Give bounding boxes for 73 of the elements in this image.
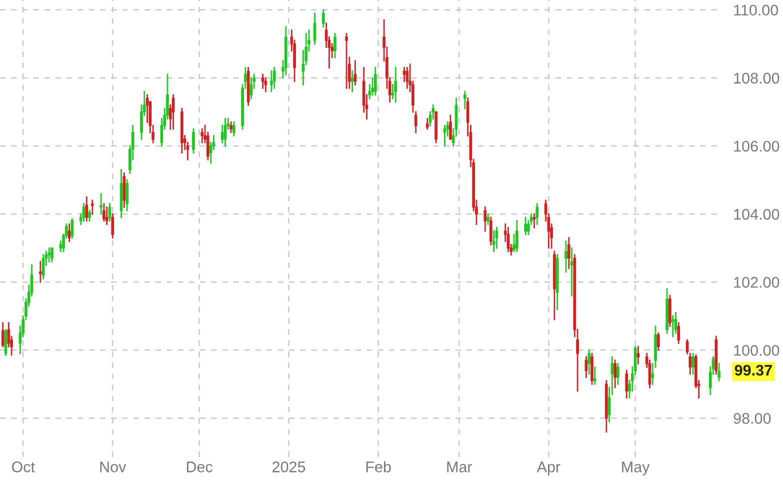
candlestick: [625, 370, 628, 398]
x-tick-label: 2025: [272, 462, 306, 472]
candlestick: [334, 32, 336, 58]
candlestick: [593, 366, 596, 385]
x-tick-label: Mar: [447, 462, 472, 472]
candlestick: [588, 349, 591, 375]
candlestick: [677, 322, 680, 344]
candlestick: [88, 210, 91, 222]
candlestick: [230, 121, 232, 134]
candlestick: [489, 216, 492, 246]
x-tick-label: May: [622, 462, 650, 476]
candlestick: [105, 206, 108, 225]
candlestick: [567, 237, 570, 270]
candlestick: [636, 346, 640, 364]
candlestick: [272, 67, 276, 89]
candlestick: [192, 128, 195, 154]
candlestick: [426, 118, 429, 130]
x-tick-label: Dec: [186, 462, 212, 472]
candlestick: [616, 363, 620, 385]
x-tick-label: Nov: [100, 462, 126, 472]
candlestick: [264, 77, 268, 92]
candlestick: [232, 121, 236, 136]
candlestick: [48, 247, 51, 262]
x-tick-label: Feb: [366, 461, 391, 472]
candlestick: [614, 360, 617, 388]
candlestick: [224, 118, 227, 147]
candlestick: [102, 203, 106, 222]
y-tick-label: 100.00: [734, 344, 780, 356]
candlestick: [486, 213, 490, 225]
candlestick: [515, 220, 518, 252]
candlestick: [345, 32, 348, 89]
y-tick-label: 102.00: [734, 276, 780, 288]
candlestick: [463, 90, 466, 110]
candlestick: [374, 67, 377, 96]
candlestick: [122, 172, 126, 208]
candlestick: [394, 67, 398, 102]
candlestick: [90, 200, 94, 215]
y-tick-label: 108.00: [734, 72, 780, 84]
candlestick: [100, 192, 102, 215]
candlestick: [1, 322, 4, 348]
candlestick: [449, 114, 452, 140]
x-tick-label: Oct: [12, 462, 35, 472]
y-tick-label: 98.00: [734, 413, 771, 424]
candlestick: [443, 124, 446, 147]
candlestick: [172, 94, 175, 130]
candlestick: [532, 213, 536, 228]
candlestick: [570, 247, 574, 296]
candlestick: [536, 203, 539, 225]
y-tick-label: 106.00: [734, 140, 780, 152]
x-tick-label: Apr: [536, 462, 560, 476]
candlestick: [484, 206, 487, 232]
candlestick: [322, 9, 325, 28]
candlestick: [692, 352, 694, 375]
candlestick: [506, 226, 510, 252]
candlestick: [718, 363, 720, 382]
candlestick: [406, 67, 409, 89]
candlestick: [85, 196, 88, 222]
candlestick: [111, 213, 114, 239]
candlestick: [590, 352, 594, 385]
candlestick: [524, 216, 527, 236]
annotation: 99.37: [734, 364, 772, 376]
candlestick: [656, 332, 660, 351]
candlestick: [50, 247, 54, 262]
y-tick-label: 110.00: [734, 4, 778, 16]
candlestick: [564, 240, 568, 273]
candlestick: [668, 294, 672, 327]
candlestick: [38, 260, 42, 283]
candlestick: [270, 70, 273, 92]
candlestick: [126, 179, 128, 212]
candlestick: [671, 315, 674, 338]
candlestick: [200, 128, 204, 144]
candlestick: [313, 12, 316, 45]
y-tick-label: 104.00: [734, 208, 780, 220]
